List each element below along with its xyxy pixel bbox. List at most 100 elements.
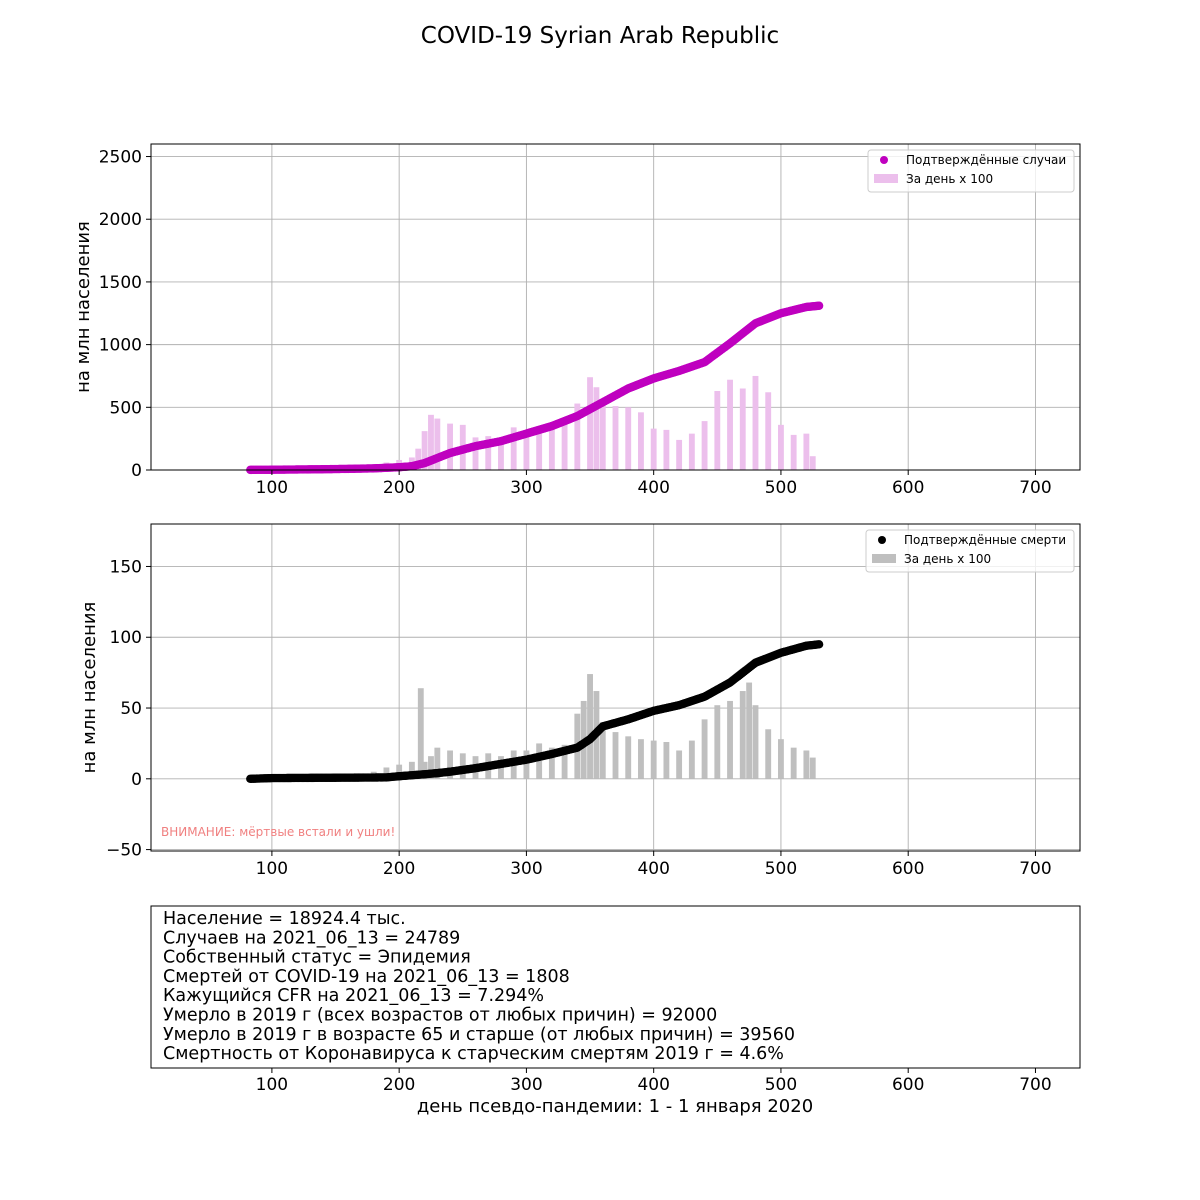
daily-bar xyxy=(510,427,517,470)
daily-bar xyxy=(663,742,670,779)
x-tick-label: 400 xyxy=(637,1075,669,1095)
daily-bar xyxy=(765,729,772,779)
cumulative-point xyxy=(814,640,824,649)
y-tick-label: 50 xyxy=(120,699,142,719)
daily-bar xyxy=(701,719,708,779)
info-line: Смертей от COVID-19 на 2021_06_13 = 1808 xyxy=(163,967,570,987)
daily-bar xyxy=(536,432,543,470)
daily-bar xyxy=(396,764,403,779)
daily-bar xyxy=(561,744,568,779)
x-tick-label: 500 xyxy=(765,478,797,498)
y-tick-label: −50 xyxy=(106,841,142,861)
daily-bar xyxy=(434,747,441,779)
info-line: Кажущийся CFR на 2021_06_13 = 7.294% xyxy=(163,986,544,1006)
daily-bar xyxy=(625,736,632,779)
daily-bar xyxy=(587,377,593,470)
x-tick-label: 600 xyxy=(892,859,924,879)
y-tick-label: 1000 xyxy=(99,336,142,356)
daily-bar xyxy=(417,688,424,779)
legend-label-points: Подтверждённые случаи xyxy=(906,153,1066,167)
deaths-legend: Подтверждённые смерти За день х 100 xyxy=(865,529,1075,573)
deaths-axes: 100 200 300 400 500 600 700 −50 0 50 100 150 xyxy=(106,557,1052,879)
x-tick-label: 100 xyxy=(256,1075,288,1095)
daily-bar xyxy=(650,740,657,779)
daily-bar xyxy=(701,421,708,470)
deaths-y-axis-label: на млн населения xyxy=(79,602,100,774)
legend-box xyxy=(865,529,1075,573)
legend-label-bars: За день х 100 xyxy=(904,552,991,566)
daily-bar xyxy=(676,439,683,470)
daily-bar xyxy=(498,438,504,470)
info-line: Население = 18924.4 тыс. xyxy=(163,909,406,929)
x-tick-label: 300 xyxy=(510,859,542,879)
daily-bar xyxy=(803,433,810,470)
x-axis-label: день псевдо-пандемии: 1 - 1 января 2020 xyxy=(417,1096,813,1117)
warning-annotation: ВНИМАНИЕ: мёртвые встали и ушли! xyxy=(161,825,395,839)
x-tick-label: 100 xyxy=(256,859,288,879)
info-line: Случаев на 2021_06_13 = 24789 xyxy=(163,928,460,948)
x-tick-label: 600 xyxy=(892,1075,924,1095)
legend-box xyxy=(867,149,1075,193)
daily-bar xyxy=(752,375,759,470)
daily-bar xyxy=(625,407,632,470)
daily-bar xyxy=(408,761,415,779)
x-tick-label: 700 xyxy=(1019,1075,1051,1095)
info-line: Умерло в 2019 г (всех возрастов от любых… xyxy=(163,1006,717,1026)
daily-bar xyxy=(809,456,816,470)
daily-bar xyxy=(746,682,753,779)
daily-bar xyxy=(428,756,434,779)
daily-bar xyxy=(727,379,733,470)
x-tick-label: 100 xyxy=(256,478,288,498)
deaths-cumulative-points xyxy=(246,640,824,784)
daily-bar xyxy=(523,750,530,779)
daily-bar xyxy=(739,388,746,470)
x-tick-label: 300 xyxy=(510,478,542,498)
info-panel: Население = 18924.4 тыс.Случаев на 2021_… xyxy=(150,905,1081,1117)
daily-bar xyxy=(421,431,428,470)
x-tick-label: 600 xyxy=(892,478,924,498)
daily-bar xyxy=(523,436,530,470)
x-tick-label: 400 xyxy=(637,859,669,879)
daily-bar xyxy=(778,424,784,470)
cases-y-axis-label: на млн населения xyxy=(73,221,94,393)
daily-bar xyxy=(472,437,479,470)
deaths-daily-bars xyxy=(268,674,816,779)
daily-bar xyxy=(383,767,390,779)
legend-marker-bars xyxy=(872,554,896,563)
y-tick-label: 150 xyxy=(110,557,142,577)
daily-bar xyxy=(778,739,784,779)
info-frame xyxy=(150,905,1081,1069)
x-tick-label: 700 xyxy=(1019,859,1051,879)
daily-bar xyxy=(638,412,644,470)
daily-bar xyxy=(809,757,816,779)
cases-cumulative-points xyxy=(246,301,824,475)
y-tick-label: 100 xyxy=(110,628,142,648)
x-tick-label: 300 xyxy=(510,1075,542,1095)
daily-bar xyxy=(650,428,657,470)
daily-bar xyxy=(548,426,555,470)
daily-bar xyxy=(574,403,581,470)
cases-daily-bars xyxy=(332,375,816,470)
daily-bar xyxy=(612,732,619,779)
daily-bar xyxy=(714,391,721,470)
info-line: Собственный статус = Эпидемия xyxy=(163,948,471,968)
deaths-chart: 100 200 300 400 500 600 700 −50 0 50 100 150 на млн … xyxy=(79,523,1081,879)
daily-bar xyxy=(790,747,797,779)
y-tick-label: 0 xyxy=(131,770,142,790)
x-tick-label: 200 xyxy=(383,1075,415,1095)
legend-label-bars: За день х 100 xyxy=(906,172,993,186)
daily-bar xyxy=(688,740,695,779)
deaths-grid xyxy=(151,524,1080,851)
cases-axes: 100 200 300 400 500 600 700 0 500 1000 1500 2000 250… xyxy=(99,148,1052,498)
daily-bar xyxy=(765,392,772,470)
cases-legend: Подтверждённые случаи За день х 100 xyxy=(867,149,1075,193)
x-tick-label: 200 xyxy=(383,859,415,879)
legend-marker-points xyxy=(878,536,886,544)
cumulative-point xyxy=(814,301,824,310)
info-lines: Население = 18924.4 тыс.Случаев на 2021_… xyxy=(163,909,795,1064)
cases-frame xyxy=(150,143,1081,471)
daily-bar xyxy=(803,750,810,779)
daily-bar xyxy=(548,747,555,779)
daily-bar xyxy=(663,429,670,470)
